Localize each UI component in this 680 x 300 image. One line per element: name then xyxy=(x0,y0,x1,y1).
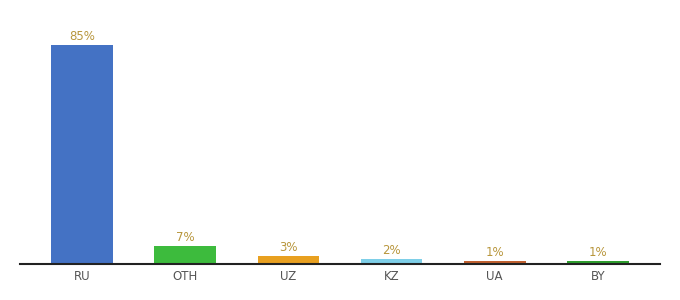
Text: 7%: 7% xyxy=(176,231,194,244)
Bar xyxy=(51,45,113,264)
Bar xyxy=(567,261,629,264)
Text: 1%: 1% xyxy=(486,246,504,260)
Bar xyxy=(154,246,216,264)
Bar xyxy=(464,261,526,264)
Text: 2%: 2% xyxy=(382,244,401,257)
Text: 85%: 85% xyxy=(69,30,95,43)
Bar xyxy=(258,256,320,264)
Text: 1%: 1% xyxy=(588,246,607,260)
Text: 3%: 3% xyxy=(279,241,298,254)
Bar xyxy=(360,259,422,264)
